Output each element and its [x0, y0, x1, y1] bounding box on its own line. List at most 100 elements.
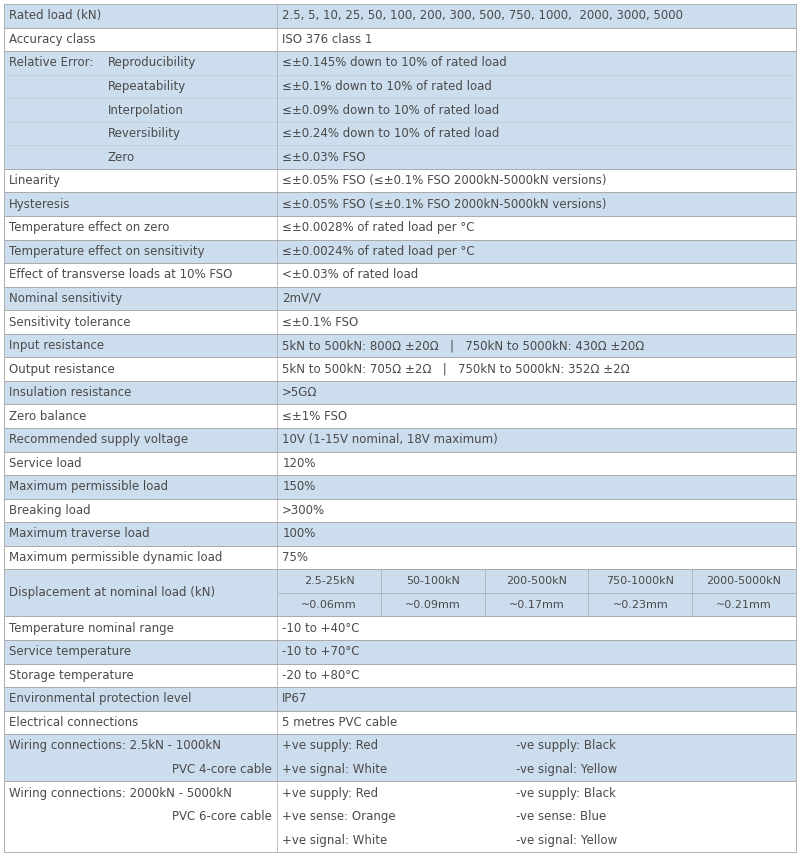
Bar — [4, 734, 796, 782]
Text: 150%: 150% — [282, 480, 316, 493]
Bar — [4, 569, 796, 616]
Text: PVC 6-core cable: PVC 6-core cable — [172, 810, 272, 823]
Text: 120%: 120% — [282, 457, 316, 470]
Bar — [4, 452, 796, 475]
Text: 5kN to 500kN: 800Ω ±20Ω   |   750kN to 5000kN: 430Ω ±20Ω: 5kN to 500kN: 800Ω ±20Ω | 750kN to 5000k… — [282, 339, 645, 352]
Text: Temperature effect on zero: Temperature effect on zero — [9, 222, 170, 235]
Text: -10 to +40°C: -10 to +40°C — [282, 621, 360, 634]
Text: Maximum permissible load: Maximum permissible load — [9, 480, 168, 493]
Bar — [4, 782, 796, 852]
Text: -ve supply: Black: -ve supply: Black — [516, 740, 616, 752]
Bar — [4, 499, 796, 522]
Text: ~0.06mm: ~0.06mm — [302, 600, 357, 609]
Bar — [4, 381, 796, 404]
Text: 5kN to 500kN: 705Ω ±2Ω   |   750kN to 5000kN: 352Ω ±2Ω: 5kN to 500kN: 705Ω ±2Ω | 750kN to 5000kN… — [282, 363, 630, 376]
Text: 2mV/V: 2mV/V — [282, 292, 322, 305]
Text: Zero balance: Zero balance — [9, 410, 86, 423]
Text: Output resistance: Output resistance — [9, 363, 114, 376]
Text: 2000-5000kN: 2000-5000kN — [706, 576, 782, 586]
Text: 750-1000kN: 750-1000kN — [606, 576, 674, 586]
Text: ~0.23mm: ~0.23mm — [613, 600, 668, 609]
Text: ISO 376 class 1: ISO 376 class 1 — [282, 33, 373, 46]
Text: -ve signal: Yellow: -ve signal: Yellow — [516, 763, 617, 776]
Text: ≤±0.145% down to 10% of rated load: ≤±0.145% down to 10% of rated load — [282, 56, 507, 69]
Text: Wiring connections: 2000kN - 5000kN: Wiring connections: 2000kN - 5000kN — [9, 787, 232, 800]
Text: -ve sense: Blue: -ve sense: Blue — [516, 810, 606, 823]
Text: Breaking load: Breaking load — [9, 504, 90, 517]
Bar — [4, 616, 796, 640]
Text: 5 metres PVC cable: 5 metres PVC cable — [282, 716, 398, 729]
Text: Displacement at nominal load (kN): Displacement at nominal load (kN) — [9, 586, 215, 599]
Bar — [4, 169, 796, 193]
Text: Repeatability: Repeatability — [108, 80, 186, 93]
Text: Electrical connections: Electrical connections — [9, 716, 138, 729]
Text: Insulation resistance: Insulation resistance — [9, 386, 131, 399]
Text: ≤±0.0024% of rated load per °C: ≤±0.0024% of rated load per °C — [282, 245, 475, 258]
Text: -ve signal: Yellow: -ve signal: Yellow — [516, 834, 617, 847]
Text: Temperature nominal range: Temperature nominal range — [9, 621, 174, 634]
Text: -ve supply: Black: -ve supply: Black — [516, 787, 616, 800]
Text: Reproducibility: Reproducibility — [108, 56, 196, 69]
Text: Storage temperature: Storage temperature — [9, 669, 134, 682]
Text: 100%: 100% — [282, 527, 316, 540]
Text: Input resistance: Input resistance — [9, 339, 104, 352]
Text: IP67: IP67 — [282, 693, 308, 705]
Bar — [4, 404, 796, 428]
Text: ≤±0.09% down to 10% of rated load: ≤±0.09% down to 10% of rated load — [282, 104, 499, 116]
Text: +ve supply: Red: +ve supply: Red — [282, 787, 378, 800]
Bar — [4, 357, 796, 381]
Text: Linearity: Linearity — [9, 174, 61, 187]
Text: +ve sense: Orange: +ve sense: Orange — [282, 810, 396, 823]
Bar — [4, 263, 796, 287]
Text: Maximum traverse load: Maximum traverse load — [9, 527, 150, 540]
Text: >5GΩ: >5GΩ — [282, 386, 318, 399]
Text: -20 to +80°C: -20 to +80°C — [282, 669, 360, 682]
Text: Reversibility: Reversibility — [108, 127, 181, 140]
Text: Effect of transverse loads at 10% FSO: Effect of transverse loads at 10% FSO — [9, 269, 232, 282]
Bar — [4, 428, 796, 452]
Bar — [4, 51, 796, 169]
Bar — [4, 522, 796, 546]
Text: Maximum permissible dynamic load: Maximum permissible dynamic load — [9, 551, 222, 564]
Text: Interpolation: Interpolation — [108, 104, 184, 116]
Text: 50-100kN: 50-100kN — [406, 576, 460, 586]
Text: Temperature effect on sensitivity: Temperature effect on sensitivity — [9, 245, 205, 258]
Text: Nominal sensitivity: Nominal sensitivity — [9, 292, 122, 305]
Text: ≤±0.1% FSO: ≤±0.1% FSO — [282, 316, 358, 329]
Bar — [4, 287, 796, 310]
Bar — [4, 640, 796, 663]
Text: 10V (1-15V nominal, 18V maximum): 10V (1-15V nominal, 18V maximum) — [282, 433, 498, 446]
Bar — [4, 475, 796, 499]
Text: +ve supply: Red: +ve supply: Red — [282, 740, 378, 752]
Text: Sensitivity tolerance: Sensitivity tolerance — [9, 316, 130, 329]
Text: Accuracy class: Accuracy class — [9, 33, 96, 46]
Text: ≤±1% FSO: ≤±1% FSO — [282, 410, 347, 423]
Text: +ve signal: White: +ve signal: White — [282, 834, 387, 847]
Text: ≤±0.24% down to 10% of rated load: ≤±0.24% down to 10% of rated load — [282, 127, 500, 140]
Text: 2.5, 5, 10, 25, 50, 100, 200, 300, 500, 750, 1000,  2000, 3000, 5000: 2.5, 5, 10, 25, 50, 100, 200, 300, 500, … — [282, 9, 683, 22]
Text: ≤±0.05% FSO (≤±0.1% FSO 2000kN-5000kN versions): ≤±0.05% FSO (≤±0.1% FSO 2000kN-5000kN ve… — [282, 174, 606, 187]
Bar — [4, 27, 796, 51]
Bar — [4, 240, 796, 263]
Bar — [4, 310, 796, 334]
Text: -10 to +70°C: -10 to +70°C — [282, 645, 360, 658]
Bar — [4, 546, 796, 569]
Text: Relative Error:: Relative Error: — [9, 56, 94, 69]
Text: 200-500kN: 200-500kN — [506, 576, 567, 586]
Text: PVC 4-core cable: PVC 4-core cable — [172, 763, 272, 776]
Text: >300%: >300% — [282, 504, 326, 517]
Bar — [4, 193, 796, 216]
Text: Hysteresis: Hysteresis — [9, 198, 70, 211]
Text: ~0.17mm: ~0.17mm — [509, 600, 565, 609]
Text: ~0.09mm: ~0.09mm — [405, 600, 461, 609]
Text: Wiring connections: 2.5kN - 1000kN: Wiring connections: 2.5kN - 1000kN — [9, 740, 221, 752]
Text: ≤±0.0028% of rated load per °C: ≤±0.0028% of rated load per °C — [282, 222, 474, 235]
Text: ~0.21mm: ~0.21mm — [716, 600, 772, 609]
Text: +ve signal: White: +ve signal: White — [282, 763, 387, 776]
Bar — [4, 663, 796, 687]
Text: ≤±0.1% down to 10% of rated load: ≤±0.1% down to 10% of rated load — [282, 80, 492, 93]
Text: Service load: Service load — [9, 457, 82, 470]
Text: Environmental protection level: Environmental protection level — [9, 693, 191, 705]
Text: Recommended supply voltage: Recommended supply voltage — [9, 433, 188, 446]
Bar — [4, 710, 796, 734]
